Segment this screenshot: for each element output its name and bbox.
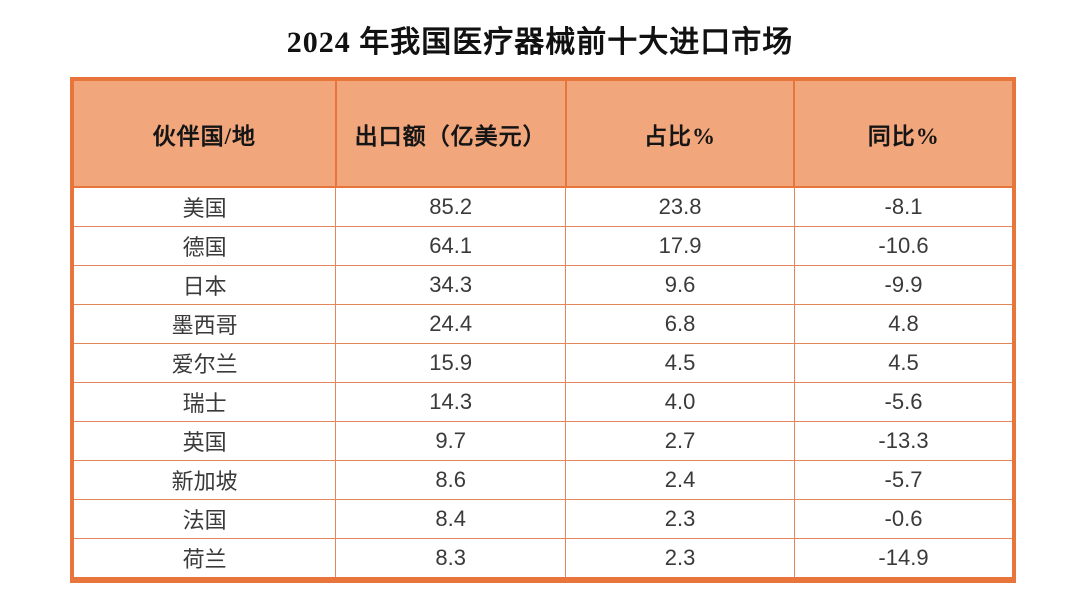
cell-export-value: 34.3 bbox=[335, 264, 567, 305]
table-row: 墨西哥 24.4 6.8 4.8 bbox=[71, 303, 1015, 344]
table-row: 法国 8.4 2.3 -0.6 bbox=[71, 498, 1015, 539]
header-export-value: 出口额（亿美元） bbox=[334, 78, 567, 188]
cell-partner: 法国 bbox=[71, 498, 337, 539]
import-market-table: 伙伴国/地 出口额（亿美元） 占比% 同比% 美国 85.2 23.8 -8.1… bbox=[70, 77, 1016, 583]
cell-share: 23.8 bbox=[565, 186, 795, 228]
cell-yoy: -0.6 bbox=[793, 498, 1015, 539]
table-row: 德国 64.1 17.9 -10.6 bbox=[71, 226, 1015, 266]
cell-share: 4.0 bbox=[565, 381, 795, 422]
table-row: 新加坡 8.6 2.4 -5.7 bbox=[71, 459, 1015, 500]
cell-share: 4.5 bbox=[565, 342, 795, 383]
cell-export-value: 8.4 bbox=[335, 498, 567, 539]
cell-yoy: 4.8 bbox=[793, 303, 1015, 344]
page-title: 2024 年我国医疗器械前十大进口市场 bbox=[286, 26, 794, 59]
cell-yoy: -8.1 bbox=[793, 186, 1015, 228]
cell-export-value: 85.2 bbox=[335, 186, 567, 228]
cell-yoy: -5.7 bbox=[793, 459, 1015, 500]
cell-share: 2.4 bbox=[565, 459, 795, 500]
cell-export-value: 24.4 bbox=[335, 303, 567, 344]
cell-yoy: 4.5 bbox=[793, 342, 1015, 383]
cell-export-value: 9.7 bbox=[335, 420, 567, 461]
cell-share: 9.6 bbox=[565, 264, 795, 305]
table-row: 爱尔兰 15.9 4.5 4.5 bbox=[71, 342, 1015, 383]
cell-yoy: -13.3 bbox=[793, 420, 1015, 461]
cell-yoy: -14.9 bbox=[793, 537, 1015, 581]
cell-export-value: 14.3 bbox=[335, 381, 567, 422]
cell-partner: 墨西哥 bbox=[71, 303, 337, 344]
cell-export-value: 8.6 bbox=[335, 459, 567, 500]
cell-partner: 英国 bbox=[71, 420, 337, 461]
cell-partner: 美国 bbox=[71, 186, 337, 228]
table-row: 荷兰 8.3 2.3 -14.9 bbox=[71, 537, 1015, 581]
cell-partner: 新加坡 bbox=[71, 459, 337, 500]
cell-yoy: -9.9 bbox=[793, 264, 1015, 305]
cell-yoy: -10.6 bbox=[793, 226, 1015, 266]
cell-partner: 瑞士 bbox=[71, 381, 337, 422]
data-table: 伙伴国/地 出口额（亿美元） 占比% 同比% 美国 85.2 23.8 -8.1… bbox=[70, 77, 1016, 583]
cell-export-value: 64.1 bbox=[335, 226, 567, 266]
cell-share: 6.8 bbox=[565, 303, 795, 344]
table-row: 美国 85.2 23.8 -8.1 bbox=[71, 186, 1015, 228]
cell-yoy: -5.6 bbox=[793, 381, 1015, 422]
cell-partner: 荷兰 bbox=[71, 537, 337, 581]
cell-share: 2.7 bbox=[565, 420, 795, 461]
cell-partner: 日本 bbox=[71, 264, 337, 305]
header-row: 伙伴国/地 出口额（亿美元） 占比% 同比% bbox=[71, 78, 1015, 188]
cell-partner: 爱尔兰 bbox=[71, 342, 337, 383]
cell-export-value: 8.3 bbox=[335, 537, 567, 581]
table-row: 日本 34.3 9.6 -9.9 bbox=[71, 264, 1015, 305]
header-partner: 伙伴国/地 bbox=[71, 78, 337, 188]
header-yoy: 同比% bbox=[793, 78, 1015, 188]
table-row: 瑞士 14.3 4.0 -5.6 bbox=[71, 381, 1015, 422]
cell-share: 2.3 bbox=[565, 537, 795, 581]
cell-share: 17.9 bbox=[565, 226, 795, 266]
cell-export-value: 15.9 bbox=[335, 342, 567, 383]
cell-share: 2.3 bbox=[565, 498, 795, 539]
cell-partner: 德国 bbox=[71, 226, 337, 266]
table-row: 英国 9.7 2.7 -13.3 bbox=[71, 420, 1015, 461]
header-share: 占比% bbox=[564, 78, 796, 188]
